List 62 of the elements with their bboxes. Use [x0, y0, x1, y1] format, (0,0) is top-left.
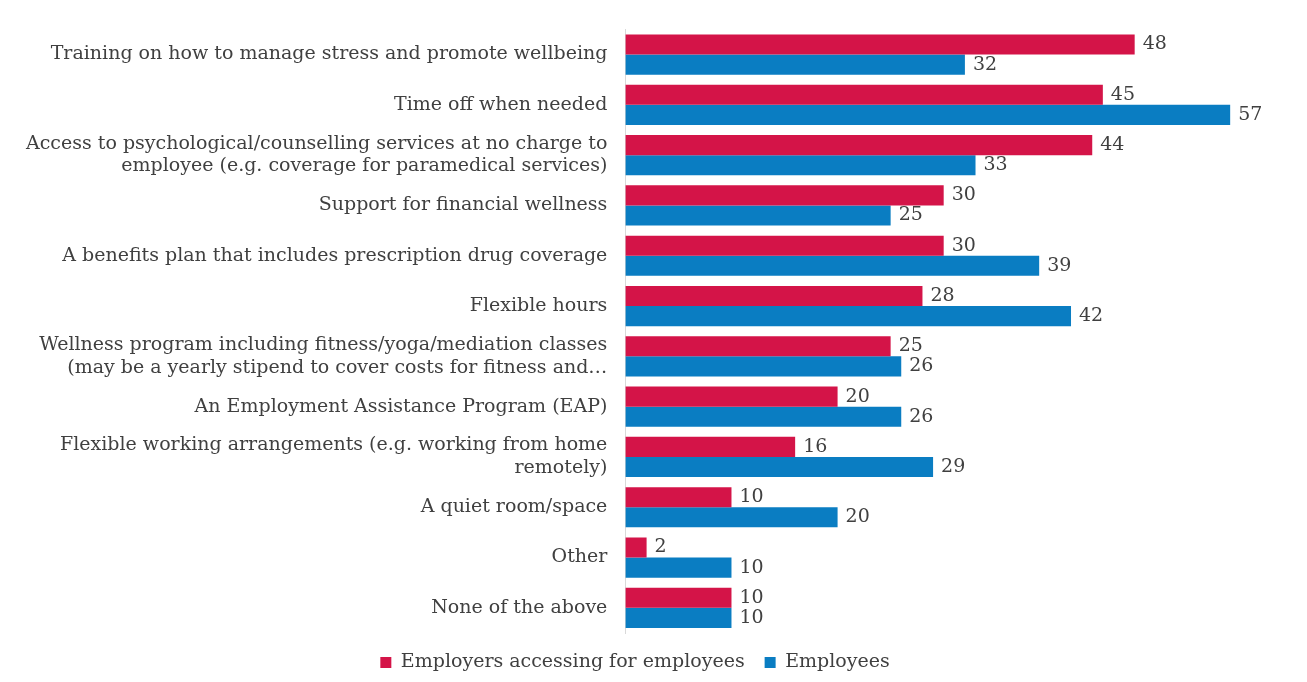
- data-label: 30: [951, 182, 976, 205]
- data-label: 29: [941, 453, 966, 476]
- y-tick-label: None of the above: [431, 594, 608, 617]
- bar: [625, 557, 732, 578]
- bar: [625, 84, 1103, 105]
- bar: [625, 386, 838, 407]
- data-label: 32: [972, 51, 998, 74]
- data-label: 42: [1079, 303, 1104, 326]
- data-label: 33: [983, 152, 1008, 175]
- data-label: 2: [654, 534, 667, 557]
- data-label: 25: [898, 333, 923, 356]
- bar: [625, 356, 902, 377]
- y-tick-label: Wellness program including fitness/yoga/mediation classes (may be a yearly stipend to cover costs for fitness and…: [39, 331, 608, 377]
- data-label: 20: [845, 504, 870, 527]
- y-tick-label: A quiet room/space: [419, 494, 608, 517]
- y-tick-label: Training on how to manage stress and promote wellbeing: [50, 41, 608, 64]
- bar: [625, 155, 976, 176]
- y-tick-label: Access to psychological/counselling services at no charge to employee (e.g. coverage for paramedical services): [25, 130, 608, 176]
- data-label: 30: [951, 232, 976, 255]
- bar: [625, 507, 838, 528]
- data-label: 28: [930, 282, 955, 305]
- data-label: 16: [803, 433, 828, 456]
- bar: [625, 537, 647, 558]
- bar: [625, 456, 934, 478]
- bar: [625, 406, 902, 427]
- y-tick-label: Time off when needed: [394, 91, 608, 114]
- data-label: 44: [1100, 132, 1125, 155]
- bar: [625, 607, 732, 628]
- legend-label: Employees: [785, 649, 890, 672]
- bar: [625, 487, 732, 508]
- legend-label: Employers accessing for employees: [400, 649, 745, 672]
- bar: [625, 336, 891, 357]
- data-label: 57: [1238, 101, 1263, 124]
- bar: [625, 54, 965, 75]
- y-tick-label: Other: [551, 544, 609, 567]
- data-label: 10: [739, 584, 764, 607]
- bar: [625, 255, 1040, 276]
- data-label: 25: [898, 202, 923, 225]
- bar: [625, 104, 1231, 125]
- y-tick-label: Flexible hours: [469, 292, 608, 315]
- data-label: 10: [739, 554, 764, 577]
- data-label: 10: [739, 484, 764, 507]
- bar: [625, 185, 944, 206]
- y-tick-label: An Employment Assistance Program (EAP): [193, 393, 608, 416]
- data-label: 48: [1142, 31, 1167, 54]
- bar: [625, 235, 944, 256]
- data-label: 26: [909, 403, 934, 426]
- data-label: 10: [739, 604, 764, 627]
- bar: [625, 135, 1093, 156]
- data-label: 20: [845, 383, 870, 406]
- bar: [625, 436, 796, 457]
- data-label: 26: [909, 353, 934, 376]
- bar: [625, 34, 1135, 55]
- y-tick-label: A benefits plan that includes prescription drug coverage: [61, 242, 608, 265]
- y-tick-label: Support for financial wellness: [318, 192, 608, 215]
- bar: [625, 205, 891, 226]
- bar: [625, 587, 732, 608]
- data-label: 39: [1047, 252, 1072, 275]
- y-tick-label: Flexible working arrangements (e.g. working from home remotely): [60, 432, 608, 478]
- bar: [625, 306, 1072, 327]
- data-label: 45: [1110, 81, 1136, 104]
- bar: [625, 285, 923, 307]
